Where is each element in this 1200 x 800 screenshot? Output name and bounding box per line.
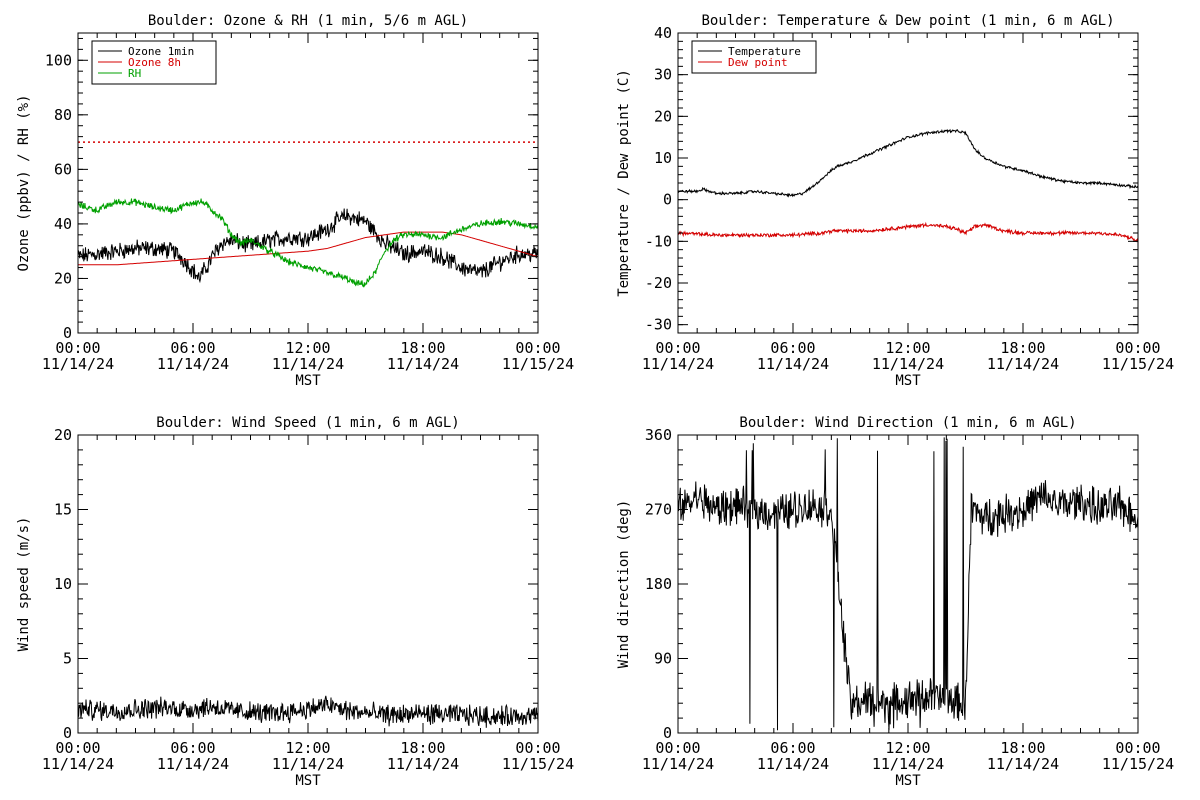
x-tick-date: 11/14/24 (42, 755, 114, 773)
x-tick-time: 18:00 (400, 339, 445, 357)
legend-label: Dew point (728, 56, 788, 69)
chart-panel-2: Boulder: Temperature & Dew point (1 min,… (616, 13, 1174, 389)
x-tick-time: 12:00 (285, 739, 330, 757)
x-tick-date: 11/14/24 (987, 355, 1059, 373)
x-tick-date: 11/14/24 (42, 355, 114, 373)
x-tick-date: 11/14/24 (272, 355, 344, 373)
x-tick-time: 00:00 (655, 739, 700, 757)
chart-panel-1: Boulder: Ozone & RH (1 min, 5/6 m AGL) 0 2… (16, 13, 574, 389)
x-tick-time: 12:00 (885, 739, 930, 757)
series-line-1 (78, 208, 538, 284)
x-tick-date: 11/14/24 (757, 755, 829, 773)
x-tick-time: 00:00 (55, 339, 100, 357)
x-tick-time: 12:00 (885, 339, 930, 357)
legend-label: Ozone 8h (128, 56, 181, 69)
x-axis-label: MST (895, 373, 921, 389)
y-axis-label: Ozone (ppbv) / RH (%) (16, 94, 32, 271)
y-tick-label: 360 (645, 426, 672, 444)
x-tick-date: 11/14/24 (157, 355, 229, 373)
plot-frame (77, 434, 539, 734)
x-tick-time: 00:00 (1115, 739, 1160, 757)
chart-panel-4: Boulder: Wind Direction (1 min, 6 m AGL)… (616, 415, 1174, 789)
y-axis-label: Temperature / Dew point (C) (616, 69, 632, 297)
y-axis-label: Wind direction (deg) (616, 500, 632, 669)
x-tick-date: 11/14/24 (757, 355, 829, 373)
y-tick-label: 80 (54, 106, 72, 124)
series-line-1 (78, 695, 538, 728)
series-line-2 (78, 231, 538, 266)
x-tick-date: 11/14/24 (272, 755, 344, 773)
chart-title: Boulder: Wind Speed (1 min, 6 m AGL) (156, 415, 459, 431)
y-tick-label: 40 (54, 215, 72, 233)
series-line-3 (78, 198, 538, 288)
x-tick-date: 11/14/24 (642, 755, 714, 773)
y-tick-label: -10 (645, 232, 672, 250)
x-tick-date: 11/14/24 (387, 755, 459, 773)
x-tick-date: 11/14/24 (387, 355, 459, 373)
x-axis-label: MST (895, 773, 921, 789)
y-tick-label: 270 (645, 501, 672, 519)
x-tick-time: 00:00 (55, 739, 100, 757)
series-line-2 (678, 221, 1138, 243)
x-tick-time: 06:00 (770, 739, 815, 757)
series-line-1 (678, 437, 1138, 731)
x-tick-date: 11/14/24 (872, 755, 944, 773)
y-tick-label: 60 (54, 160, 72, 178)
y-tick-label: 20 (54, 426, 72, 444)
x-tick-time: 00:00 (515, 339, 560, 357)
y-tick-label: 0 (663, 191, 672, 209)
legend-label: Temperature (728, 45, 801, 58)
x-tick-time: 06:00 (170, 739, 215, 757)
chart-panel-3: Boulder: Wind Speed (1 min, 6 m AGL) 0 5 10… (16, 415, 574, 789)
x-tick-time: 00:00 (515, 739, 560, 757)
y-tick-label: 0 (63, 724, 72, 742)
chart-title: Boulder: Ozone & RH (1 min, 5/6 m AGL) (148, 13, 468, 29)
y-tick-label: 10 (54, 575, 72, 593)
x-tick-date: 11/15/24 (502, 355, 574, 373)
x-tick-date: 11/14/24 (642, 355, 714, 373)
y-tick-label: -20 (645, 274, 672, 292)
x-tick-time: 18:00 (1000, 339, 1045, 357)
x-tick-time: 18:00 (1000, 739, 1045, 757)
x-tick-time: 06:00 (770, 339, 815, 357)
x-tick-time: 00:00 (655, 339, 700, 357)
y-tick-label: 20 (54, 269, 72, 287)
y-tick-label: 180 (645, 575, 672, 593)
y-tick-label: 10 (654, 149, 672, 167)
x-tick-time: 00:00 (1115, 339, 1160, 357)
chart-title: Boulder: Temperature & Dew point (1 min,… (701, 13, 1114, 29)
y-tick-label: 90 (654, 650, 672, 668)
legend-label: RH (128, 67, 141, 80)
x-tick-date: 11/15/24 (502, 755, 574, 773)
x-tick-time: 06:00 (170, 339, 215, 357)
y-tick-label: 0 (663, 724, 672, 742)
legend-label: Ozone 1min (128, 45, 194, 58)
x-tick-date: 11/15/24 (1102, 755, 1174, 773)
y-tick-label: 5 (63, 650, 72, 668)
y-tick-label: 30 (654, 66, 672, 84)
x-tick-time: 12:00 (285, 339, 330, 357)
x-tick-date: 11/14/24 (157, 755, 229, 773)
y-tick-label: 100 (45, 51, 72, 69)
x-tick-date: 11/14/24 (987, 755, 1059, 773)
x-tick-time: 18:00 (400, 739, 445, 757)
y-tick-label: -30 (645, 316, 672, 334)
x-tick-date: 11/14/24 (872, 355, 944, 373)
y-tick-label: 0 (63, 324, 72, 342)
y-tick-label: 20 (654, 107, 672, 125)
x-axis-label: MST (295, 773, 321, 789)
plot-frame (677, 32, 1139, 334)
y-tick-label: 40 (654, 24, 672, 42)
x-tick-date: 11/15/24 (1102, 355, 1174, 373)
x-axis-label: MST (295, 373, 321, 389)
y-tick-label: 15 (54, 501, 72, 519)
chart-title: Boulder: Wind Direction (1 min, 6 m AGL) (739, 415, 1076, 431)
series-line-1 (678, 128, 1138, 198)
y-axis-label: Wind speed (m/s) (16, 517, 32, 652)
